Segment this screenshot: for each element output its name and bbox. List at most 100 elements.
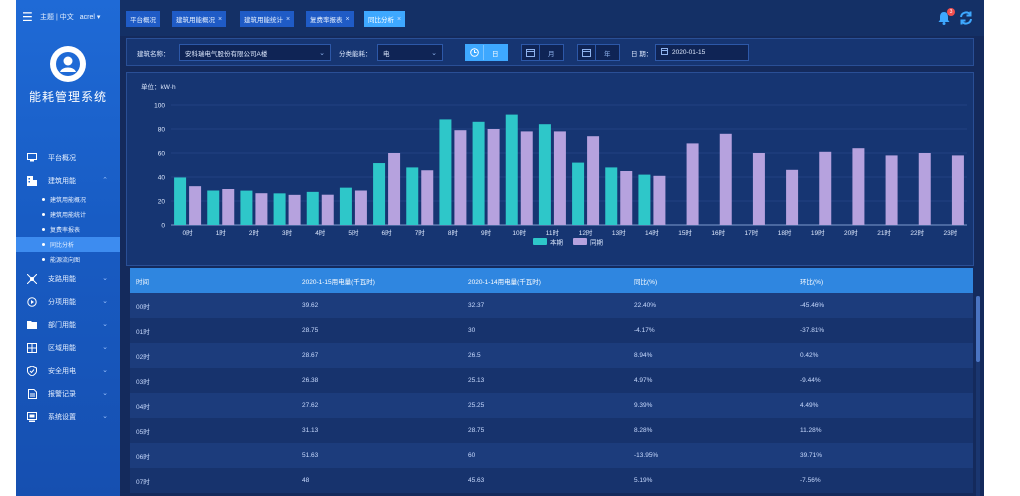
close-icon[interactable]: × — [286, 15, 291, 23]
sidebar-item-branch-energy[interactable]: 支路用能 ⌄ — [16, 267, 120, 290]
subitem-year-on-year[interactable]: 同比分析 — [16, 237, 120, 252]
table-header-cell: 2020-1-15用电量(千瓦时) — [302, 278, 375, 286]
sidebar-item-department-energy[interactable]: 部门用能 ⌄ — [16, 313, 120, 336]
shield-icon — [26, 365, 38, 377]
bar-previous — [388, 153, 401, 225]
bar-previous — [487, 129, 500, 225]
refresh-icon[interactable] — [958, 10, 974, 26]
building-select-value: 安科瑞电气股份有限公司A楼 — [185, 50, 268, 58]
x-tick-label: 17时 — [745, 228, 759, 237]
chart-unit-label: 单位：kW·h — [141, 84, 176, 91]
sidebar-item-label: 安全用电 — [48, 367, 76, 375]
sidebar-item-alarm-records[interactable]: 报警记录 ⌄ — [16, 382, 120, 405]
close-icon[interactable]: × — [218, 15, 223, 23]
table-cell: 02时 — [136, 353, 150, 361]
table-header-cell: 环比(%) — [800, 278, 824, 286]
subitem-building-overview[interactable]: 建筑用能概况 — [16, 192, 120, 207]
table-cell: 0.42% — [800, 352, 819, 359]
clock-icon — [466, 45, 484, 60]
sidebar-item-label: 分项用能 — [48, 298, 76, 306]
sidebar-item-area-energy[interactable]: 区域用能 ⌄ — [16, 336, 120, 359]
calendar-icon — [578, 45, 596, 60]
table-cell: 28.75 — [302, 327, 319, 334]
tab-label: 建筑用能概况 — [176, 17, 215, 24]
system-title: 能耗管理系统 — [28, 90, 107, 104]
bar-previous — [819, 151, 832, 225]
table-scrollbar-track[interactable] — [976, 296, 980, 496]
hamburger-menu-icon[interactable]: ☰ — [22, 10, 33, 24]
legend-swatch — [533, 238, 547, 245]
close-icon[interactable]: × — [397, 15, 402, 23]
table-cell: 51.63 — [302, 452, 319, 459]
building-select[interactable]: 安科瑞电气股份有限公司A楼 ⌄ — [179, 44, 331, 61]
sidebar-item-building-energy[interactable]: 建筑用能 ⌃ — [16, 169, 120, 192]
tab-platform-overview[interactable]: 平台概况 — [126, 11, 160, 27]
tab-year-on-year[interactable]: 同比分析 × — [364, 11, 406, 27]
sidebar-item-platform-overview[interactable]: 平台概况 — [16, 146, 120, 169]
table-header-cell: 同比(%) — [634, 278, 658, 286]
subitem-building-statistics[interactable]: 建筑用能统计 — [16, 207, 120, 222]
building-icon — [26, 175, 38, 187]
user-avatar-icon — [50, 46, 86, 82]
bar-chart: 0 20 40 60 80 100 0时 1时 2时 3时 4时 5时 6时 7时 8时 9时 10时 11时 12… — [154, 103, 967, 247]
x-tick-label: 1时 — [216, 228, 227, 237]
bell-icon[interactable] — [936, 10, 952, 26]
table-cell: -13.95% — [634, 452, 659, 459]
bar-current — [605, 167, 618, 225]
x-tick-label: 18时 — [778, 228, 792, 237]
bar-previous — [587, 136, 600, 225]
x-tick-label: 4时 — [315, 228, 326, 237]
table-cell: 28.67 — [302, 352, 319, 359]
bar-current — [240, 190, 253, 225]
mode-day-button[interactable]: 日 — [465, 44, 508, 61]
table-cell: 07时 — [136, 478, 150, 486]
bar-previous — [620, 171, 633, 225]
mode-month-button[interactable]: 月 — [521, 44, 564, 61]
subitem-rate-report[interactable]: 复费率报表 — [16, 222, 120, 237]
mode-year-label: 年 — [604, 50, 611, 58]
table-header-row: 时间 2020-1-15用电量(千瓦时) 2020-1-14用电量(千瓦时) 同比(%… — [130, 268, 973, 293]
y-tick-label: 100 — [154, 103, 165, 110]
filter-bar: 建筑名称： 安科瑞电气股份有限公司A楼 ⌄ 分类能耗： 电 ⌄ 日 月 年 日 … — [126, 38, 974, 66]
bar-current — [439, 119, 452, 225]
tab-label: 平台概况 — [130, 17, 156, 24]
energy-type-select[interactable]: 电 ⌄ — [377, 44, 443, 61]
date-value: 2020-01-15 — [672, 49, 706, 56]
sidebar-item-subitem-energy[interactable]: 分项用能 ⌄ — [16, 290, 120, 313]
table-cell: 39.71% — [800, 452, 823, 459]
bar-previous — [653, 175, 666, 225]
mode-year-button[interactable]: 年 — [577, 44, 620, 61]
subitem-energy-flow[interactable]: 能源流向图 — [16, 252, 120, 267]
x-tick-label: 19时 — [811, 228, 825, 237]
bar-current — [373, 163, 386, 225]
user-menu[interactable]: acrel ▾ — [80, 13, 101, 21]
sidebar-item-system-settings[interactable]: 系统设置 ⌄ — [16, 405, 120, 428]
x-tick-label: 16时 — [711, 228, 725, 237]
bar-current — [505, 114, 518, 225]
x-tick-label: 13时 — [612, 228, 626, 237]
branch-icon — [26, 273, 38, 285]
table-scrollbar-thumb[interactable] — [976, 296, 980, 362]
tab-rate-report[interactable]: 复费率报表 × — [306, 11, 354, 27]
bar-previous — [222, 189, 235, 225]
table-cell: 26.38 — [302, 377, 319, 384]
theme-language-switch[interactable]: 主题 | 中文 — [40, 14, 74, 21]
date-input[interactable]: 2020-01-15 — [655, 44, 749, 61]
tab-building-statistics[interactable]: 建筑用能统计 × — [240, 11, 295, 27]
table-cell: 30 — [468, 327, 476, 334]
table-cell: 39.62 — [302, 302, 319, 309]
close-icon[interactable]: × — [345, 15, 350, 23]
energy-type-label: 分类能耗： — [339, 51, 372, 58]
chevron-down-icon: ⌄ — [102, 344, 108, 351]
bar-previous — [354, 190, 367, 225]
sidebar-item-label: 报警记录 — [48, 390, 76, 398]
sidebar-item-label: 系统设置 — [48, 413, 76, 421]
x-tick-label: 8时 — [448, 228, 459, 237]
legend-swatch — [573, 238, 587, 245]
tab-building-overview[interactable]: 建筑用能概况 × — [172, 11, 227, 27]
table-header-cell: 时间 — [136, 278, 149, 286]
folder-icon — [26, 319, 38, 331]
table-cell: 60 — [468, 452, 476, 459]
bar-previous — [786, 169, 799, 225]
sidebar-item-safety[interactable]: 安全用电 ⌄ — [16, 359, 120, 382]
